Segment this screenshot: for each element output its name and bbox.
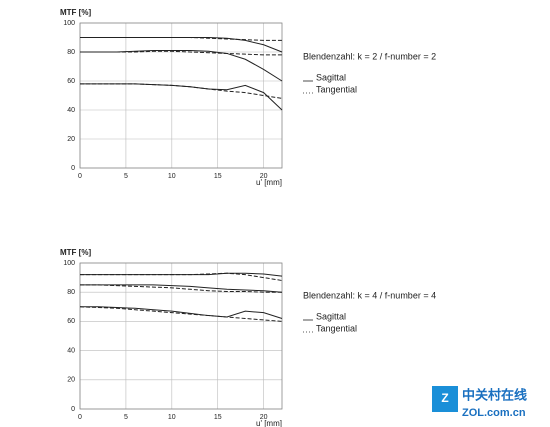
y-axis-label: MTF [%] [60,248,91,257]
x-tick-label: 5 [124,173,128,180]
x-axis-label: u' [mm] [256,178,282,187]
y-tick-label: 20 [67,136,75,143]
mtf-line [80,50,283,82]
mtf-line [80,50,282,56]
chart: 0 20 40 60 80 100 0 5 10 15 20 MTF [%] u' [mm] Blende… [60,248,436,427]
watermark-title: 中关村在线 [462,387,527,402]
y-tick-label: 100 [63,260,75,267]
y-tick-label: 80 [67,49,75,56]
plot-frame [79,262,283,410]
watermark-url: ZOL.com.cn [462,407,526,419]
logo-mark: Z [441,391,448,405]
y-tick-label: 60 [67,78,75,85]
aperture-note: Blendenzahl: k = 4 / f-number = 4 [303,290,436,300]
x-tick-label: 5 [124,414,128,421]
logo [432,386,458,412]
x-tick-label: 0 [78,414,82,421]
mtf-line [80,306,283,319]
x-tick-label: 15 [214,173,222,180]
y-tick-label: 40 [67,107,75,114]
mtf-line [80,284,283,293]
y-axis-label: MTF [%] [60,8,91,17]
x-tick-label: 15 [214,414,222,421]
y-tick-label: 0 [71,165,75,172]
x-axis-label: u' [mm] [256,419,282,427]
y-tick-label: 80 [67,289,75,296]
x-tick-label: 10 [168,414,176,421]
mtf-line [80,284,282,293]
legend-label: Sagittal [316,311,346,321]
mtf-line [80,83,283,99]
legend-label: Tangential [316,323,357,333]
y-tick-label: 100 [63,20,75,27]
mtf-line [79,306,283,322]
plot-frame [79,22,283,169]
x-tick-label: 0 [78,173,82,180]
chart: 0 20 40 60 80 100 0 5 10 15 20 MTF [%] u' [mm] Blende… [60,8,436,187]
mtf-line [80,272,283,282]
mtf-line [80,37,282,41]
legend-label: Sagittal [316,72,346,82]
y-tick-label: 0 [71,406,75,413]
legend-label: Tangential [316,84,357,94]
x-tick-label: 20 [260,173,268,180]
x-tick-label: 20 [260,414,268,421]
y-tick-label: 20 [67,377,75,384]
y-tick-label: 40 [67,347,75,354]
x-tick-label: 10 [168,173,176,180]
y-tick-label: 60 [67,318,75,325]
mtf-line [80,83,283,111]
aperture-note: Blendenzahl: k = 2 / f-number = 2 [303,51,436,61]
watermark: Z 中关村在线 ZOL.com.cn [432,386,527,419]
